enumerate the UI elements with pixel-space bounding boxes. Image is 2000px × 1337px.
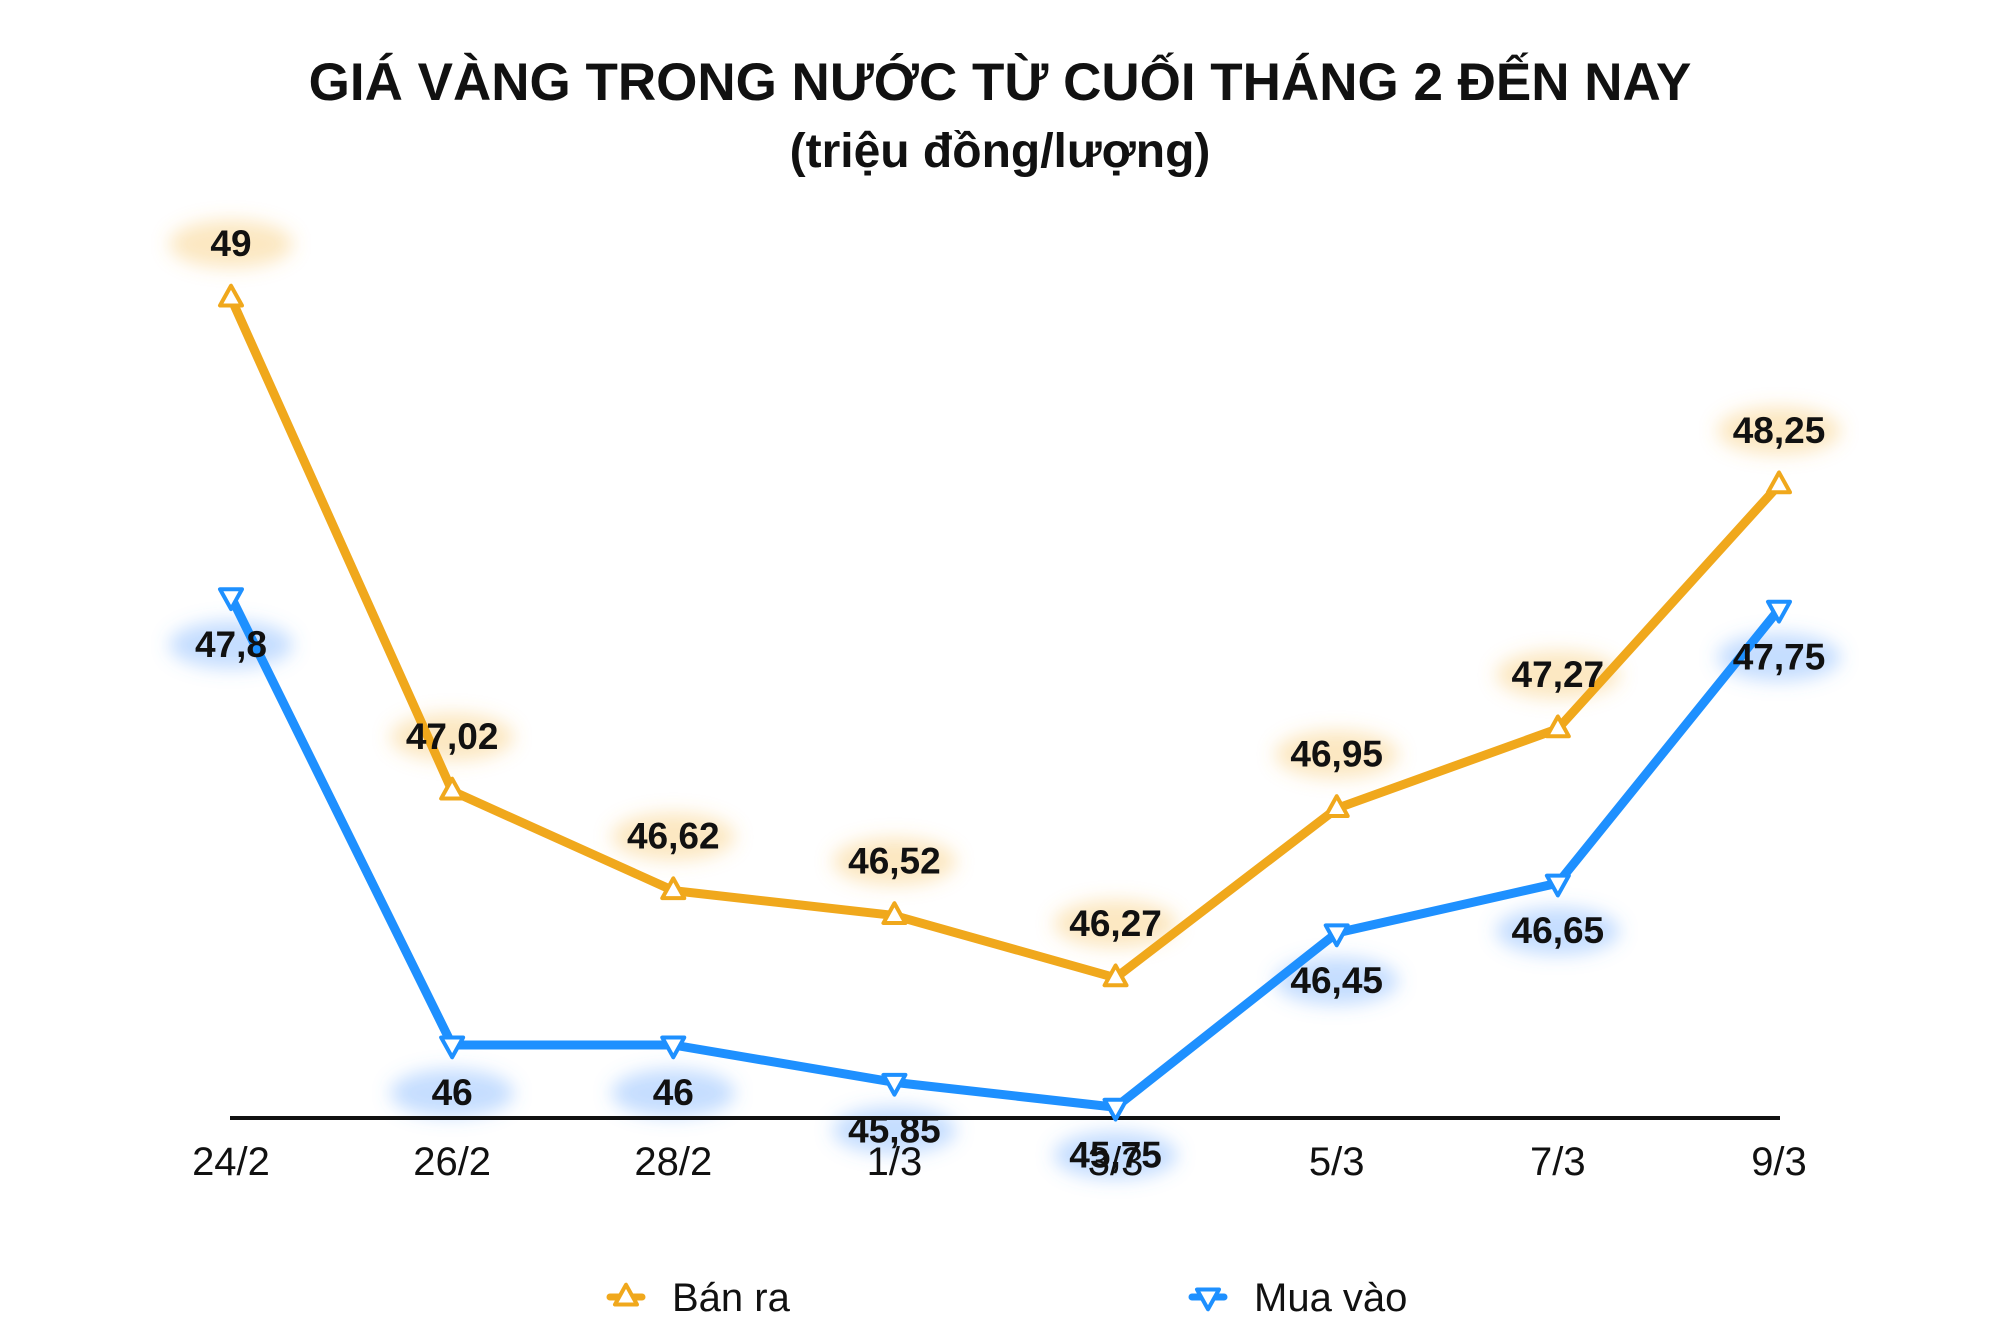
marker-ban-ra bbox=[881, 901, 908, 926]
marker-mua-vao bbox=[439, 1035, 466, 1060]
legend-label-mua-vao: Mua vào bbox=[1254, 1276, 1407, 1320]
marker-mua-vao bbox=[1323, 923, 1350, 948]
data-label-ban-ra: 46,52 bbox=[848, 841, 941, 882]
label-glow bbox=[611, 812, 736, 861]
marker-mua-vao bbox=[1102, 1097, 1129, 1122]
x-tick-label: 1/3 bbox=[867, 1140, 923, 1184]
label-glow bbox=[832, 837, 957, 886]
x-tick-label: 5/3 bbox=[1309, 1140, 1365, 1184]
label-glow bbox=[1495, 907, 1620, 956]
data-label-mua-vao: 47,8 bbox=[195, 624, 267, 665]
label-glow bbox=[1053, 899, 1178, 948]
data-label-ban-ra: 47,27 bbox=[1512, 654, 1605, 695]
data-label-mua-vao: 46,45 bbox=[1290, 960, 1383, 1001]
label-glow bbox=[1274, 956, 1399, 1005]
marker-mua-vao bbox=[660, 1035, 687, 1060]
marker-ban-ra bbox=[439, 776, 466, 801]
data-label-mua-vao: 45,85 bbox=[848, 1109, 941, 1150]
x-tick-label: 3/3 bbox=[1088, 1140, 1144, 1184]
legend-marker-ban-ra bbox=[613, 1282, 639, 1307]
marker-ban-ra bbox=[218, 283, 244, 308]
label-glow bbox=[1495, 650, 1620, 699]
data-label-ban-ra: 49 bbox=[210, 223, 251, 264]
label-glow bbox=[1053, 1131, 1178, 1180]
label-glow bbox=[611, 1069, 736, 1117]
legend-marker-mua-vao bbox=[1195, 1287, 1221, 1312]
marker-mua-vao bbox=[881, 1072, 908, 1097]
label-glow bbox=[1717, 406, 1841, 455]
marker-ban-ra bbox=[1323, 794, 1350, 818]
legend-label-ban-ra: Bán ra bbox=[672, 1276, 791, 1320]
data-label-ban-ra: 48,25 bbox=[1733, 410, 1826, 451]
series-line-mua-vao bbox=[226, 592, 1784, 1112]
marker-ban-ra bbox=[1544, 714, 1571, 739]
x-tick-label: 26/2 bbox=[413, 1140, 491, 1184]
marker-mua-vao bbox=[1544, 873, 1571, 898]
marker-mua-vao bbox=[218, 587, 244, 612]
series-line-ban-ra bbox=[226, 293, 1784, 983]
data-label-mua-vao: 47,75 bbox=[1733, 636, 1826, 677]
data-label-ban-ra: 47,02 bbox=[406, 716, 499, 757]
marker-mua-vao bbox=[1766, 599, 1792, 624]
x-tick-label: 24/2 bbox=[192, 1140, 270, 1184]
data-label-mua-vao: 46 bbox=[432, 1072, 473, 1113]
data-label-ban-ra: 46,95 bbox=[1290, 733, 1383, 774]
label-glow bbox=[390, 1069, 515, 1117]
marker-ban-ra bbox=[1766, 470, 1792, 495]
data-label-mua-vao: 46 bbox=[653, 1072, 694, 1113]
marker-ban-ra bbox=[660, 876, 687, 901]
label-glow bbox=[169, 220, 293, 268]
x-tick-label: 7/3 bbox=[1530, 1140, 1586, 1184]
marker-ban-ra bbox=[1102, 963, 1129, 988]
chart-title: GIÁ VÀNG TRONG NƯỚC TỪ CUỐI THÁNG 2 ĐẾN … bbox=[308, 53, 1692, 112]
data-label-ban-ra: 46,27 bbox=[1069, 903, 1162, 944]
x-tick-label: 9/3 bbox=[1751, 1140, 1807, 1184]
data-label-mua-vao: 46,65 bbox=[1512, 910, 1605, 951]
data-label-ban-ra: 46,62 bbox=[627, 816, 720, 857]
data-label-mua-vao: 45,75 bbox=[1069, 1134, 1162, 1175]
chart-subtitle: (triệu đồng/lượng) bbox=[789, 125, 1211, 178]
label-glow bbox=[1274, 730, 1399, 779]
x-tick-label: 28/2 bbox=[634, 1140, 712, 1184]
